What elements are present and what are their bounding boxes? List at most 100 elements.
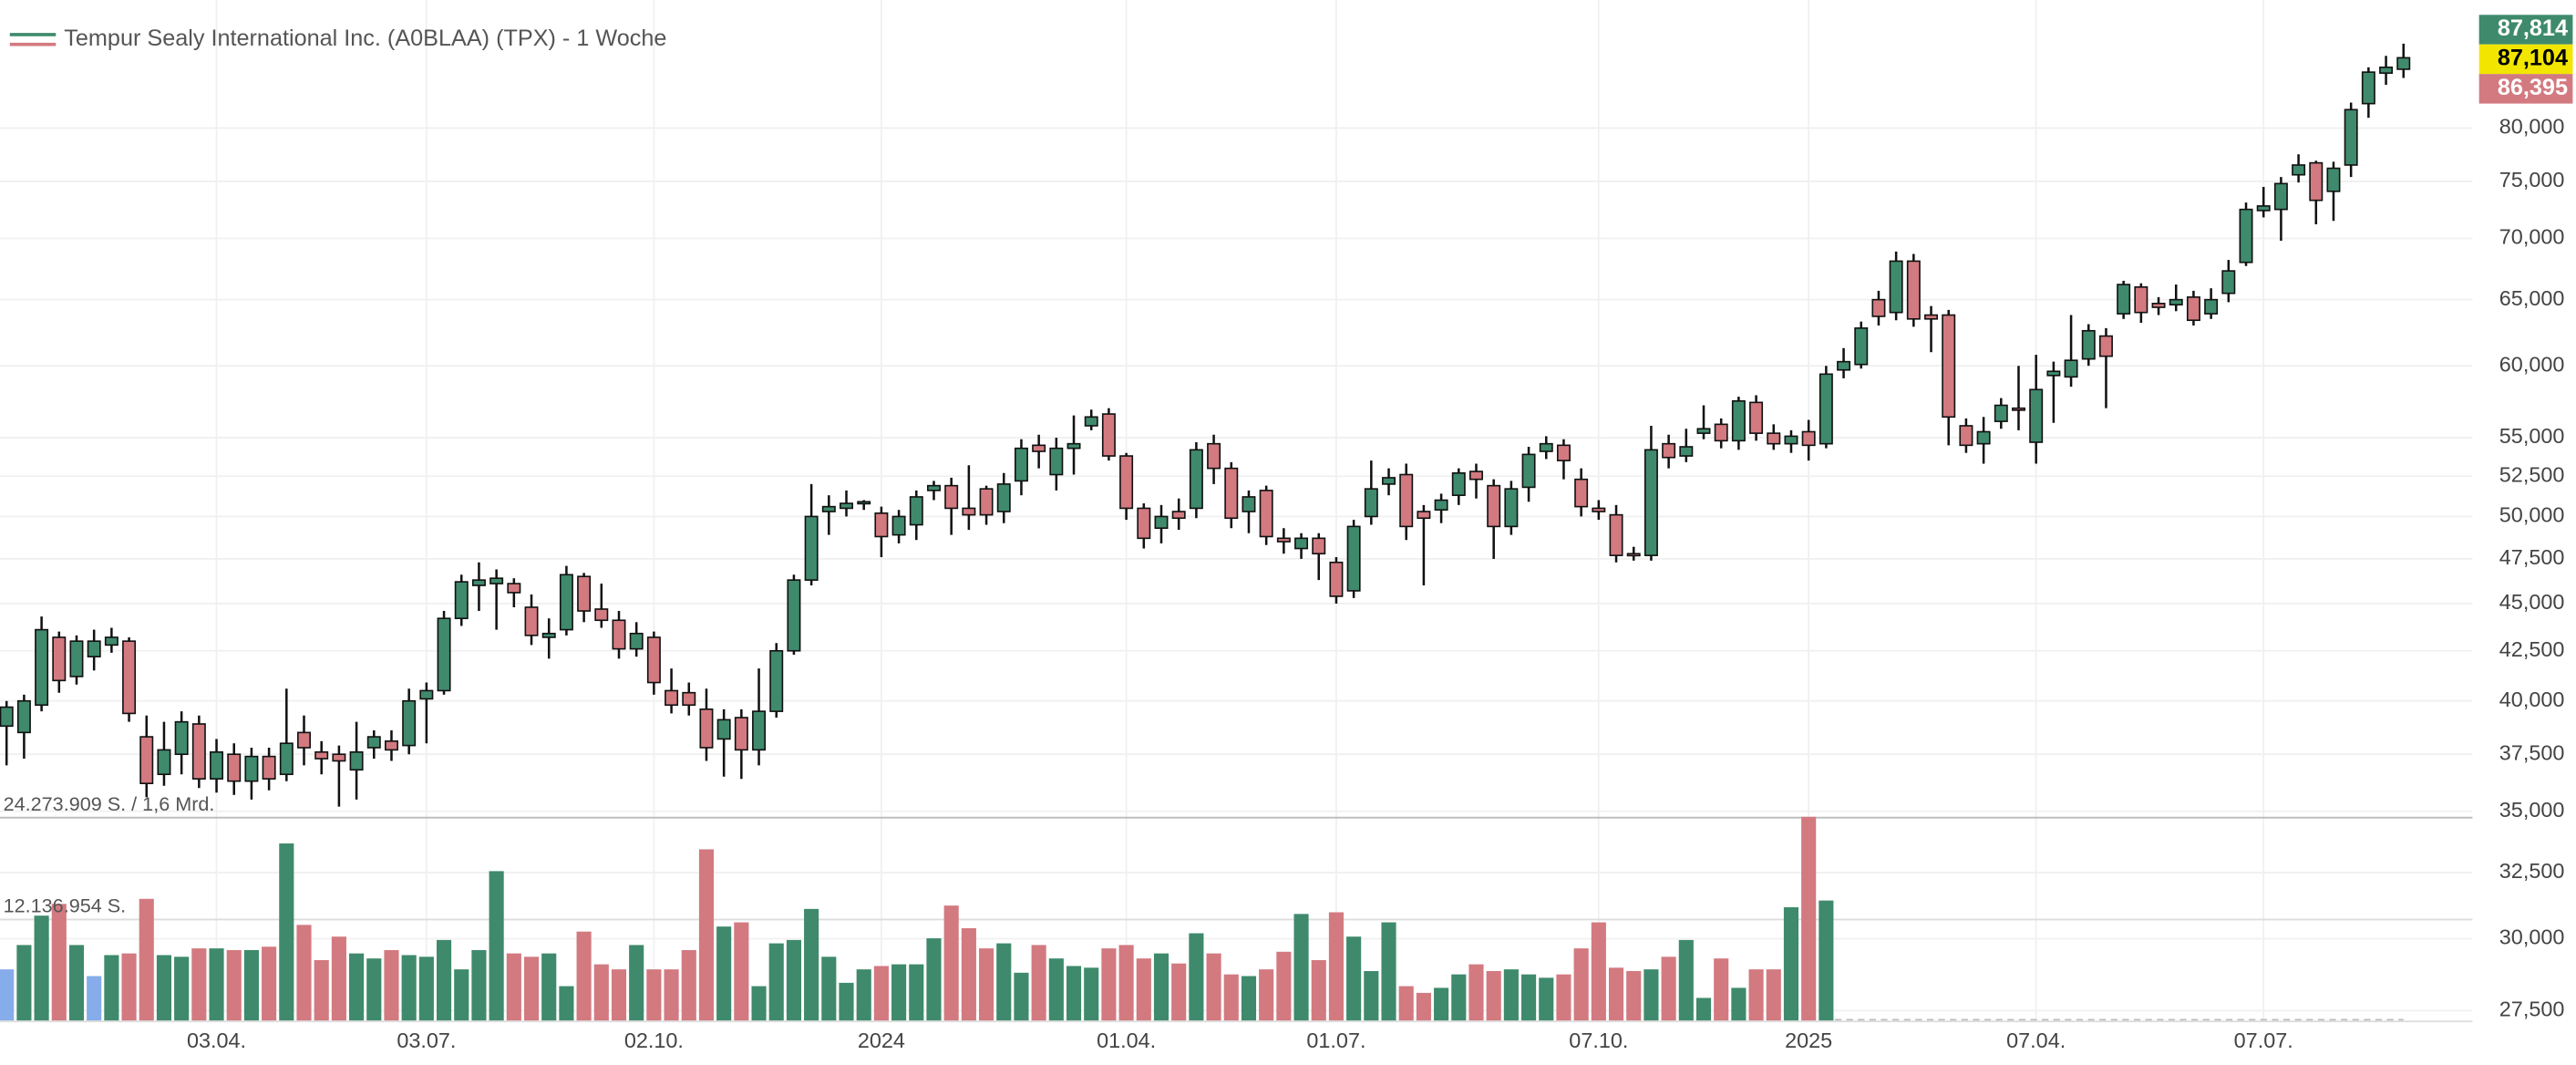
x-tick-label: 03.07. bbox=[397, 1029, 456, 1052]
volume-bar bbox=[1468, 964, 1484, 1021]
volume-bar bbox=[1819, 900, 1834, 1021]
volume-bar bbox=[1328, 912, 1344, 1021]
volume-bar bbox=[873, 966, 889, 1021]
candle-body bbox=[227, 753, 242, 782]
volume-bar bbox=[51, 904, 67, 1021]
candle-body bbox=[1084, 416, 1098, 427]
volume-bar bbox=[1695, 998, 1712, 1021]
candle-body bbox=[332, 753, 346, 762]
volume-bar bbox=[979, 948, 994, 1021]
candle-body bbox=[244, 755, 259, 782]
volume-bar bbox=[804, 908, 819, 1021]
candle-body bbox=[1294, 537, 1309, 550]
candle-body bbox=[1906, 260, 1921, 320]
volume-bar bbox=[1381, 922, 1396, 1021]
volume-bar bbox=[174, 956, 190, 1021]
volume-bar bbox=[664, 969, 679, 1021]
candle-body bbox=[1819, 373, 1833, 445]
candle-body bbox=[2117, 284, 2131, 315]
volume-bar bbox=[104, 955, 119, 1021]
plot bbox=[0, 0, 2473, 1021]
x-tick-label: 07.04. bbox=[2006, 1029, 2066, 1052]
candle-body bbox=[1154, 515, 1169, 530]
candle-body bbox=[2204, 298, 2219, 315]
volume-bar bbox=[436, 939, 452, 1021]
volume-bar bbox=[226, 949, 242, 1021]
y-tick-label: 75,000 bbox=[2499, 168, 2565, 191]
volume-bar bbox=[646, 969, 662, 1021]
candle-body bbox=[1994, 404, 2008, 422]
volume-bar bbox=[87, 976, 102, 1021]
candle-body bbox=[962, 507, 976, 516]
candle-body bbox=[682, 691, 696, 707]
candle-body bbox=[1014, 447, 1028, 482]
y-tick-label: 70,000 bbox=[2499, 225, 2565, 249]
volume-bar bbox=[576, 931, 592, 1021]
volume-bar bbox=[629, 945, 644, 1021]
volume-bar bbox=[821, 956, 837, 1021]
candle-body bbox=[314, 750, 329, 760]
candle-body bbox=[1767, 432, 1781, 445]
y-tick-label: 55,000 bbox=[2499, 424, 2565, 448]
candle-body bbox=[2098, 335, 2113, 357]
candle-body bbox=[1626, 553, 1641, 557]
volume-bar bbox=[1084, 967, 1099, 1021]
price-tag bbox=[2478, 74, 2573, 104]
x-tick-label: 02.10. bbox=[624, 1029, 684, 1052]
candle-body bbox=[2221, 270, 2236, 295]
candle-body bbox=[1242, 496, 1256, 512]
volume-bar bbox=[1556, 974, 1571, 1021]
candle-body bbox=[191, 723, 206, 781]
candle-body bbox=[2169, 298, 2183, 306]
volume-bar bbox=[366, 958, 382, 1021]
candle-body bbox=[471, 579, 486, 586]
volume-bar bbox=[1626, 970, 1642, 1021]
volume-bar bbox=[698, 849, 715, 1021]
x-tick-label: 07.10. bbox=[1569, 1029, 1628, 1052]
volume-bar bbox=[926, 938, 942, 1021]
candle-body bbox=[1679, 446, 1694, 457]
candle-body bbox=[437, 617, 451, 692]
candle-body bbox=[1049, 447, 1064, 476]
candle-body bbox=[366, 736, 381, 749]
candle-body bbox=[1801, 430, 1816, 447]
volume-bar bbox=[1241, 976, 1257, 1021]
volume-bar bbox=[1311, 959, 1326, 1021]
volume-bar bbox=[1503, 969, 1519, 1021]
candle-body bbox=[646, 636, 661, 684]
candle-body bbox=[2292, 164, 2306, 176]
y-tick-label: 40,000 bbox=[2499, 688, 2565, 711]
volume-bar bbox=[1031, 945, 1046, 1021]
candle-body bbox=[262, 755, 276, 781]
volume-bar bbox=[454, 969, 469, 1021]
volume-bar bbox=[1189, 933, 1204, 1021]
candle-body bbox=[1382, 477, 1396, 485]
volume-bar bbox=[1451, 974, 1467, 1021]
volume-bar bbox=[314, 959, 329, 1021]
x-tick-label: 07.07. bbox=[2234, 1029, 2293, 1052]
candle-body bbox=[594, 608, 609, 622]
candle-body bbox=[699, 708, 714, 749]
candle-body bbox=[1207, 442, 1221, 470]
candle-body bbox=[734, 717, 748, 751]
volume-bar bbox=[1364, 970, 1379, 1021]
candle-body bbox=[1066, 442, 1081, 450]
candle-body bbox=[559, 574, 573, 631]
volume-bar bbox=[506, 953, 521, 1021]
candle-body bbox=[979, 488, 994, 516]
volume-bar bbox=[16, 945, 32, 1021]
candle-body bbox=[716, 719, 731, 740]
volume-bar bbox=[681, 949, 696, 1021]
candle-body bbox=[1189, 449, 1203, 510]
candle-body bbox=[122, 640, 137, 715]
candle-body bbox=[2379, 67, 2394, 74]
candle-body bbox=[1119, 455, 1134, 510]
candle-body bbox=[2064, 359, 2078, 378]
candle-body bbox=[1889, 260, 1903, 314]
candle-body bbox=[454, 581, 469, 620]
candle-body bbox=[2273, 182, 2288, 211]
volume-bar bbox=[243, 949, 259, 1021]
candle-body bbox=[1976, 430, 1991, 445]
candle-body bbox=[1312, 537, 1326, 555]
candle-body bbox=[419, 689, 434, 700]
